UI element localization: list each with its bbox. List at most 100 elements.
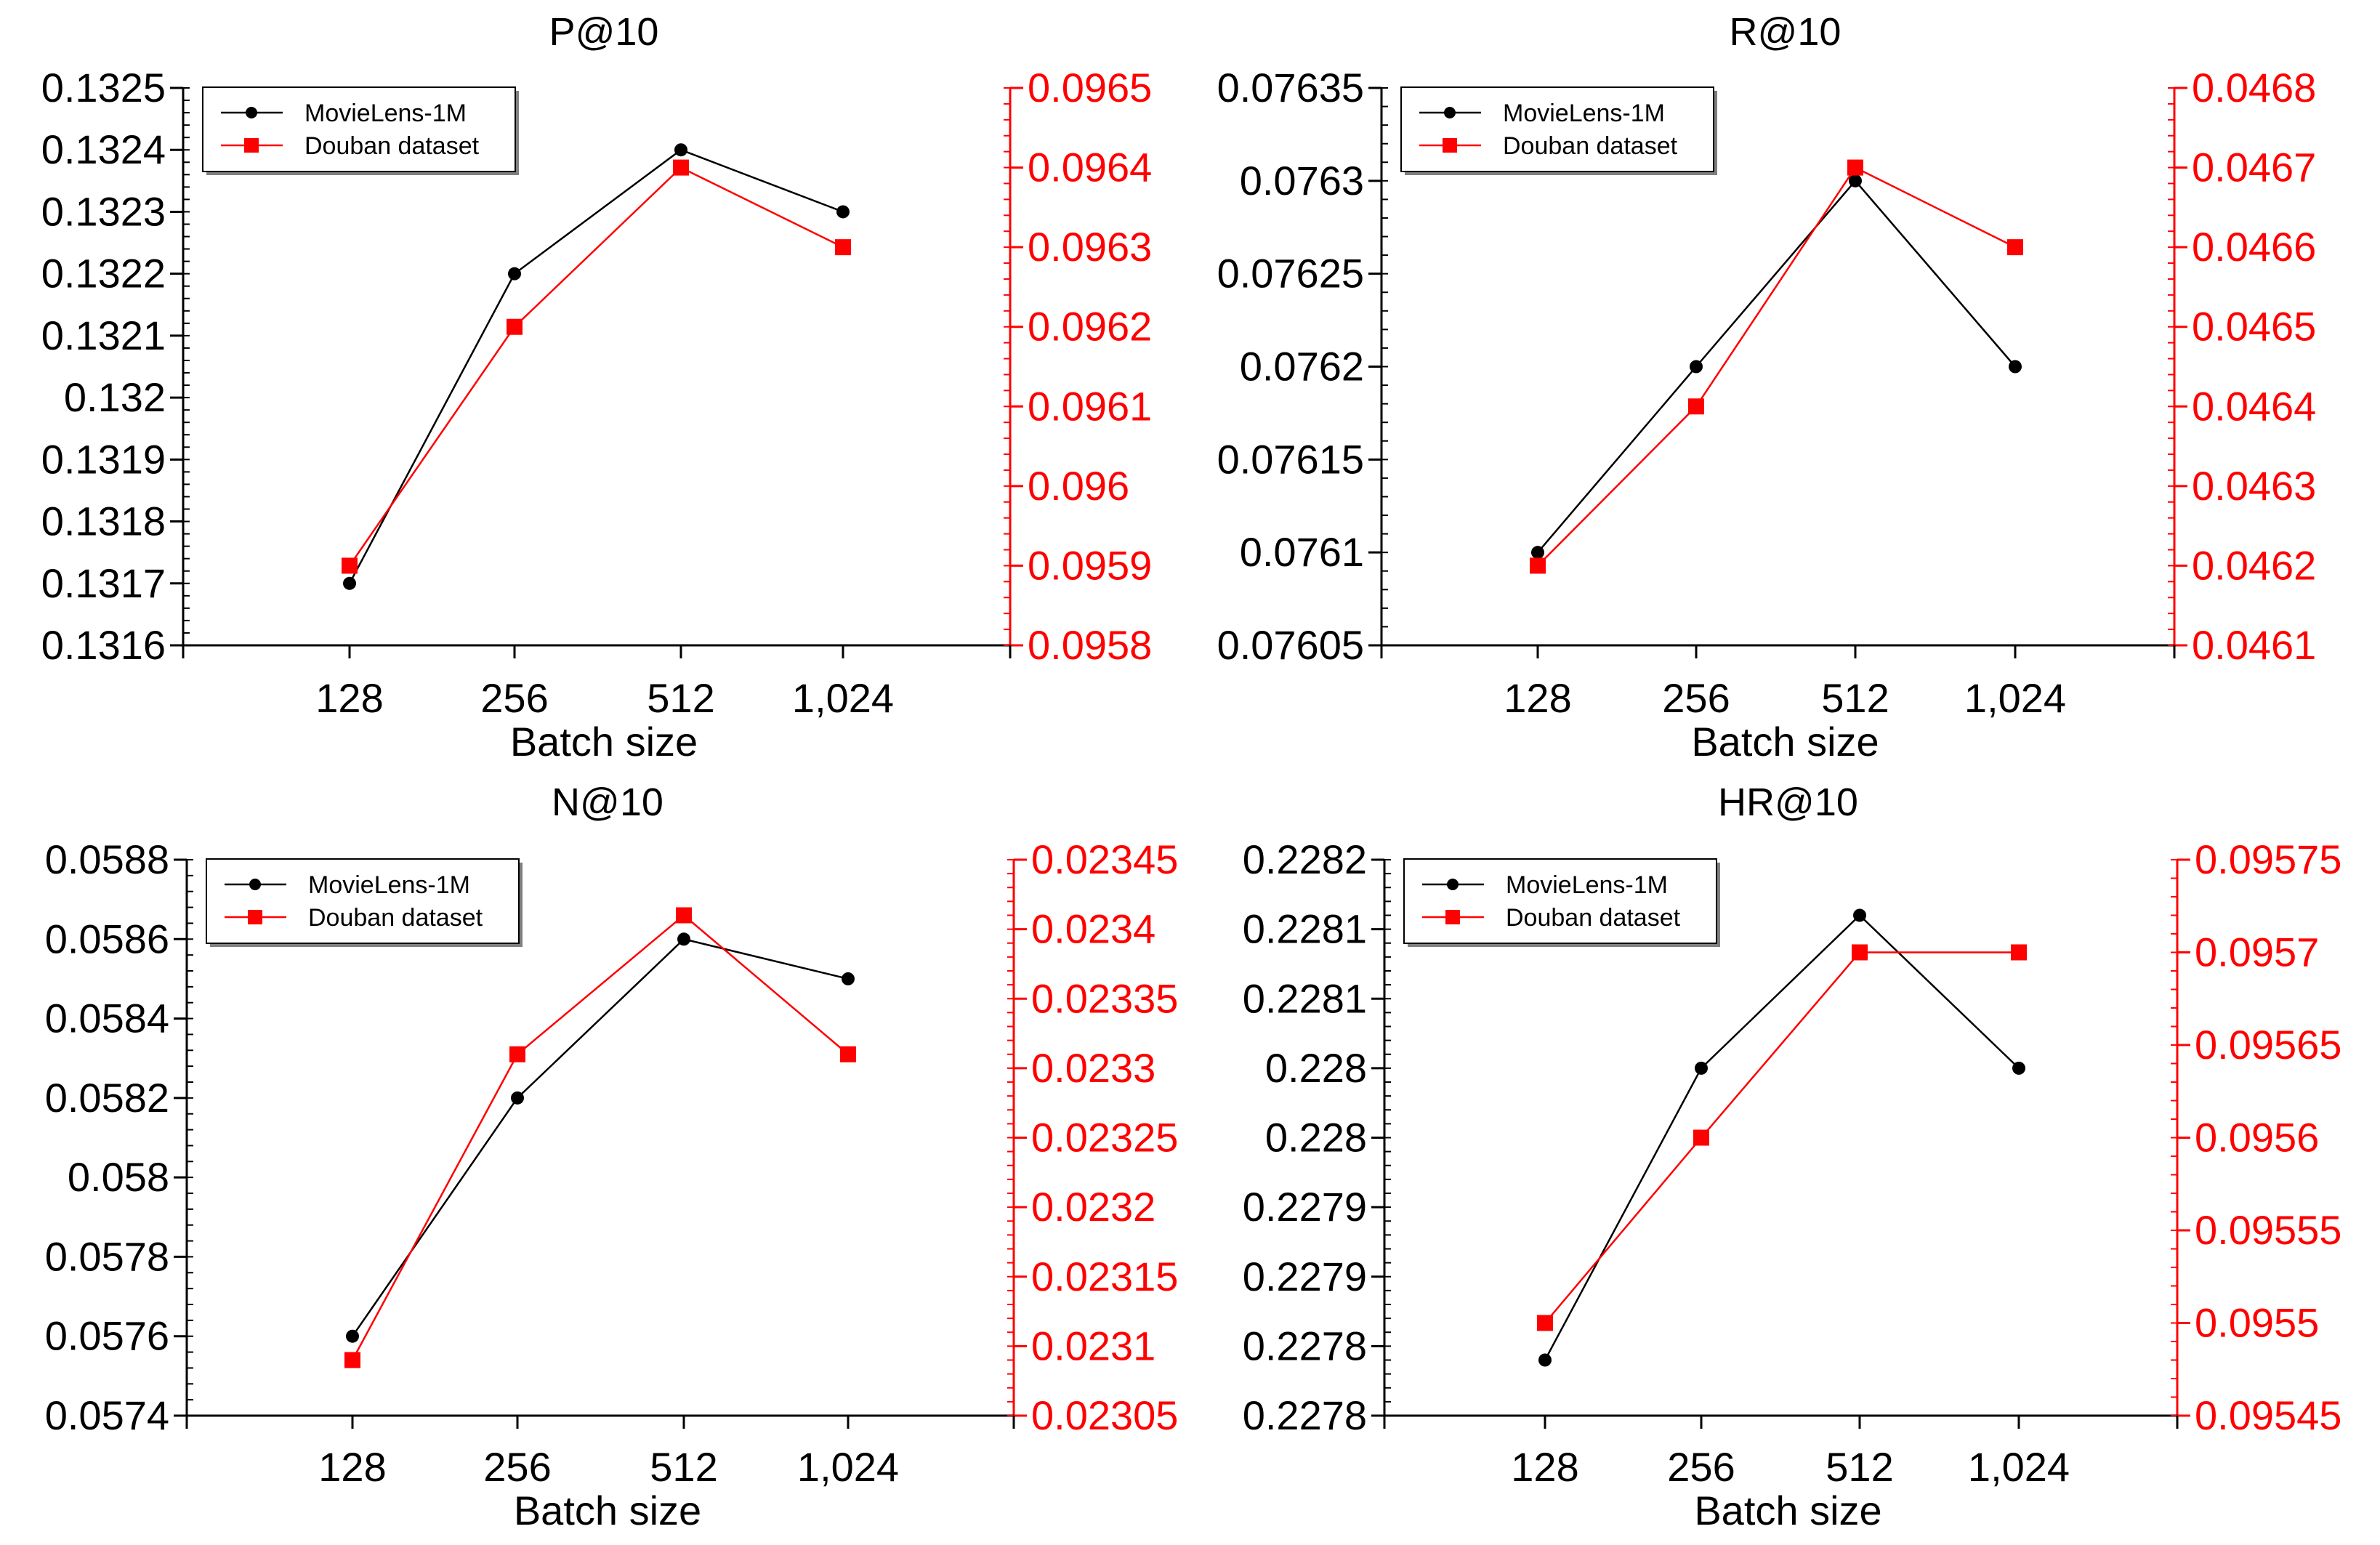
legend-box: [202, 86, 516, 172]
x-tick-label: 1,024: [792, 675, 894, 721]
data-point-movielens: [1538, 1353, 1552, 1367]
series-line-movielens: [1544, 913, 2020, 1361]
x-tick-label: 512: [1826, 1444, 1893, 1490]
x-tick-label: 512: [1821, 675, 1889, 721]
x-tick-label: 512: [647, 675, 714, 721]
right-tick-label: 0.0465: [2192, 304, 2316, 350]
x-axis-label: Batch size: [1694, 1488, 1881, 1533]
series-line-movielens: [351, 937, 849, 1337]
data-point-douban: [1847, 159, 1863, 176]
legend-label: MovieLens-1M: [1506, 871, 1668, 899]
legend-box: [1400, 86, 1714, 172]
data-point-douban: [2011, 944, 2027, 961]
chart-title: P@10: [549, 10, 659, 54]
x-tick-label: 128: [1504, 675, 1571, 721]
x-tick-label: 256: [1662, 675, 1730, 721]
x-tick-label: 1,024: [797, 1444, 899, 1490]
left-tick-label: 0.2281: [1243, 906, 1367, 952]
x-axis-label: Batch size: [1691, 719, 1879, 765]
data-point-movielens: [674, 143, 687, 157]
left-tick-label: 0.1323: [41, 188, 166, 234]
left-tick-label: 0.0761: [1240, 529, 1364, 575]
right-tick-label: 0.09555: [2195, 1207, 2341, 1253]
right-tick-label: 0.0464: [2192, 383, 2316, 429]
legend-marker-circle: [249, 879, 261, 890]
series-line-douban: [351, 913, 849, 1361]
data-point-movielens: [346, 1329, 359, 1343]
right-tick-label: 0.0232: [1031, 1184, 1155, 1230]
data-point-movielens: [1849, 174, 1862, 187]
data-point-douban: [507, 318, 523, 335]
data-point-douban: [2007, 239, 2023, 256]
left-tick-label: 0.228: [1265, 1115, 1367, 1161]
x-tick-label: 256: [480, 675, 548, 721]
legend-label: MovieLens-1M: [308, 871, 470, 899]
left-tick-label: 0.0584: [45, 996, 169, 1041]
left-tick-label: 0.132: [64, 374, 166, 420]
legend-label: Douban dataset: [1503, 132, 1678, 160]
x-tick-label: 1,024: [1968, 1444, 2070, 1490]
legend-marker-circle: [1444, 107, 1456, 118]
right-tick-label: 0.09575: [2195, 836, 2341, 882]
right-tick-label: 0.0961: [1028, 383, 1152, 429]
left-tick-label: 0.0762: [1240, 344, 1364, 390]
right-tick-label: 0.0466: [2192, 224, 2316, 270]
right-tick-label: 0.0963: [1028, 224, 1152, 270]
legend-label: Douban dataset: [304, 132, 480, 160]
legend-marker-circle: [1447, 879, 1459, 890]
left-tick-label: 0.0578: [45, 1233, 169, 1279]
legend-box: [206, 858, 520, 944]
series-line-movielens: [1537, 179, 2016, 553]
left-tick-label: 0.1324: [41, 126, 166, 172]
left-tick-label: 0.07615: [1217, 436, 1364, 482]
legend-label: MovieLens-1M: [1503, 100, 1665, 127]
panel-hr-at-10: HR@10 Batch size 0.2278 0.2278 0.2279 0.227…: [1243, 780, 2342, 1533]
right-tick-label: 0.02335: [1031, 975, 1178, 1021]
left-tick-label: 0.07625: [1217, 251, 1364, 297]
panel-n-at-10: N@10 Batch size 0.0574 0.0576 0.0578 0.058 0…: [45, 780, 1179, 1533]
left-tick-label: 0.228: [1265, 1045, 1367, 1091]
right-tick-label: 0.0468: [2192, 65, 2316, 110]
legend-marker-square: [1445, 910, 1460, 924]
x-tick-label: 256: [1667, 1444, 1735, 1490]
right-tick-label: 0.0467: [2192, 145, 2316, 190]
x-tick-label: 128: [315, 675, 383, 721]
data-point-movielens: [508, 267, 521, 281]
left-tick-label: 0.1317: [41, 560, 166, 606]
data-point-movielens: [343, 576, 356, 590]
right-tick-label: 0.0233: [1031, 1045, 1155, 1091]
left-tick-label: 0.07605: [1217, 622, 1364, 668]
x-tick-label: 256: [483, 1444, 551, 1490]
left-tick-label: 0.1318: [41, 499, 166, 544]
right-tick-label: 0.09565: [2195, 1022, 2341, 1068]
right-tick-label: 0.0965: [1028, 65, 1152, 110]
data-point-douban: [1852, 944, 1868, 961]
left-tick-label: 0.1322: [41, 251, 166, 297]
data-point-douban: [835, 239, 851, 256]
right-tick-label: 0.0958: [1028, 622, 1152, 668]
legend-label: Douban dataset: [308, 904, 483, 932]
left-tick-label: 0.2281: [1243, 975, 1367, 1021]
right-tick-label: 0.096: [1028, 463, 1129, 509]
data-point-douban: [840, 1046, 856, 1062]
data-point-douban: [676, 907, 692, 924]
data-point-movielens: [2012, 1061, 2025, 1075]
right-tick-label: 0.02345: [1031, 836, 1178, 882]
left-tick-label: 0.2282: [1243, 836, 1367, 882]
x-tick-label: 128: [318, 1444, 386, 1490]
data-point-douban: [673, 159, 689, 176]
right-tick-label: 0.0955: [2195, 1300, 2319, 1346]
series-line-movielens: [348, 148, 844, 584]
data-point-movielens: [1695, 1061, 1708, 1075]
x-tick-label: 1,024: [1964, 675, 2066, 721]
left-tick-label: 0.1325: [41, 65, 166, 110]
right-tick-label: 0.0962: [1028, 304, 1152, 350]
data-point-douban: [344, 1352, 360, 1368]
data-point-douban: [1530, 557, 1546, 574]
data-point-movielens: [1531, 546, 1544, 560]
series-line-douban: [1544, 951, 2019, 1324]
data-point-douban: [1688, 398, 1704, 415]
data-point-douban: [342, 557, 358, 574]
